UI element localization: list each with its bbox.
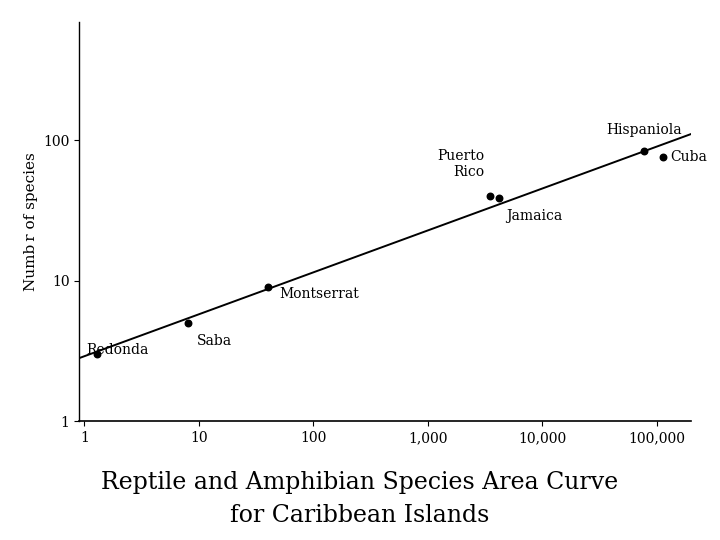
Text: Reptile and Amphibian Species Area Curve: Reptile and Amphibian Species Area Curve bbox=[102, 471, 618, 494]
Point bbox=[657, 153, 669, 161]
Point bbox=[638, 147, 649, 156]
Text: Redonda: Redonda bbox=[86, 343, 148, 357]
Point bbox=[182, 319, 194, 327]
Y-axis label: Numb r of species: Numb r of species bbox=[24, 152, 37, 291]
Text: Montserrat: Montserrat bbox=[279, 287, 359, 301]
Text: for Caribbean Islands: for Caribbean Islands bbox=[230, 503, 490, 526]
Text: Saba: Saba bbox=[197, 334, 232, 348]
Point bbox=[262, 283, 274, 292]
Point bbox=[91, 350, 103, 359]
Point bbox=[485, 192, 496, 200]
Point bbox=[493, 193, 505, 202]
Text: Cuba: Cuba bbox=[670, 150, 707, 164]
Text: Puerto
Rico: Puerto Rico bbox=[437, 149, 485, 179]
Text: Jamaica: Jamaica bbox=[506, 209, 562, 223]
Text: Hispaniola: Hispaniola bbox=[606, 123, 682, 137]
